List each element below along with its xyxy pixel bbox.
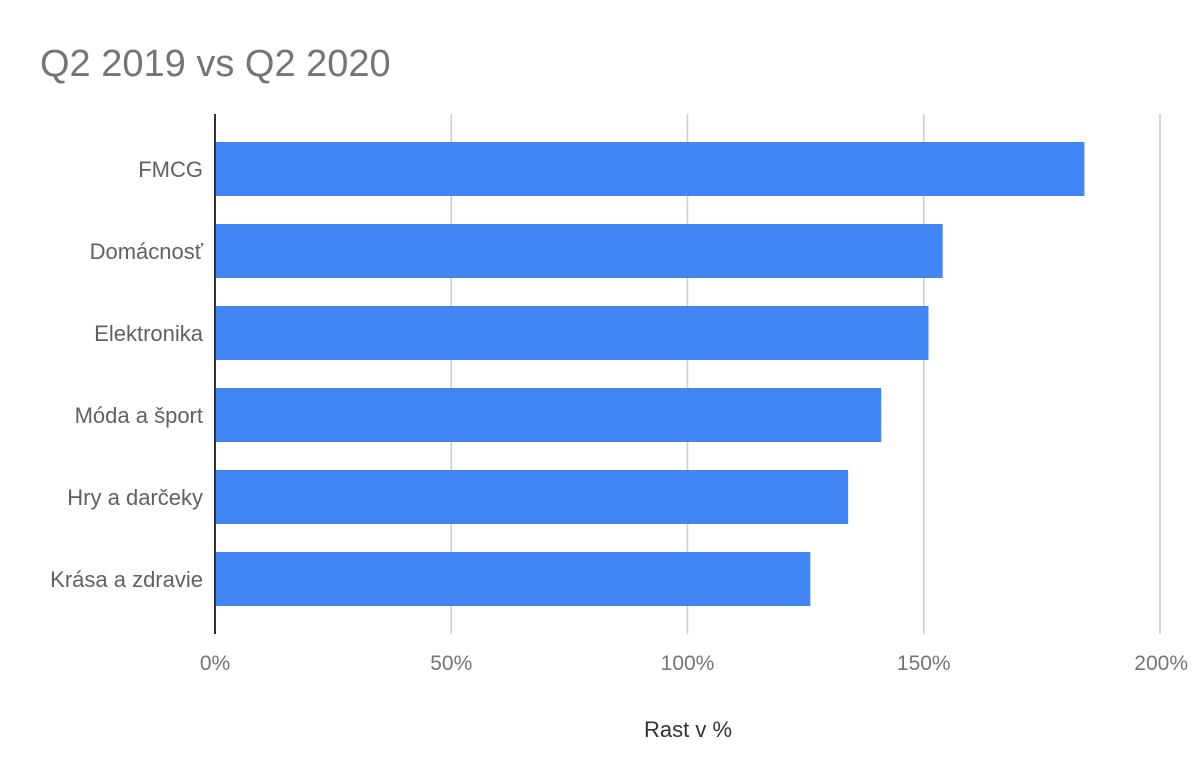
category-label: FMCG — [138, 157, 203, 182]
category-labels: FMCG Domácnosť Elektronika Móda a šport Hry … — [50, 157, 204, 592]
category-label: Hry a darčeky — [67, 485, 203, 510]
x-tick-label: 150% — [897, 652, 951, 675]
x-axis-title: Rast v % — [644, 717, 732, 742]
category-label: Móda a šport — [75, 403, 203, 428]
category-label: Elektronika — [94, 321, 204, 346]
x-tick-labels: 0% 50% 100% 150% 200% — [200, 652, 1188, 675]
bar — [215, 470, 849, 524]
category-label: Domácnosť — [90, 239, 204, 264]
chart-title: Q2 2019 vs Q2 2020 — [40, 43, 391, 85]
bars — [215, 142, 1085, 606]
bar — [215, 552, 811, 606]
bar — [215, 224, 943, 278]
x-tick-label: 0% — [200, 652, 230, 675]
category-label: Krása a zdravie — [50, 567, 203, 592]
bar — [215, 306, 929, 360]
x-tick-label: 100% — [661, 652, 715, 675]
gridlines — [450, 114, 1161, 634]
x-tick-label: 200% — [1134, 652, 1188, 675]
bar — [215, 142, 1085, 196]
x-tick-label: 50% — [430, 652, 472, 675]
bar — [215, 388, 882, 442]
